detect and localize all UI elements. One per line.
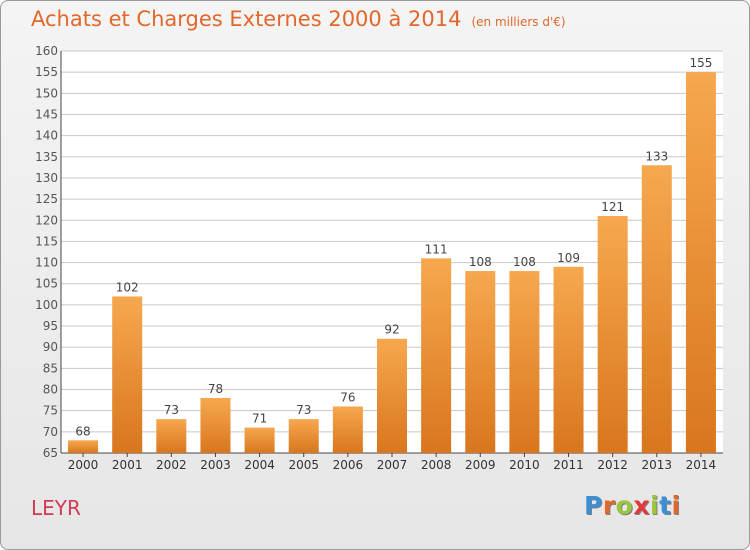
y-tick-label: 135 — [35, 150, 58, 164]
bar — [553, 266, 584, 453]
y-tick-label: 150 — [35, 86, 58, 100]
data-label: 68 — [75, 424, 90, 438]
x-tick-label: 2011 — [553, 458, 584, 472]
x-tick-label: 2012 — [597, 458, 628, 472]
x-tick-label: 2006 — [333, 458, 364, 472]
y-tick-label: 70 — [43, 425, 58, 439]
y-tick-label: 75 — [43, 404, 58, 418]
x-tick-label: 2003 — [200, 458, 231, 472]
y-tick-label: 145 — [35, 107, 58, 121]
x-tick-label: 2007 — [377, 458, 408, 472]
y-tick-label: 125 — [35, 192, 58, 206]
data-label: 76 — [340, 390, 355, 404]
bar — [597, 216, 628, 453]
logo-letter: i — [671, 491, 681, 520]
x-tick-label: 2009 — [465, 458, 496, 472]
y-tick-label: 90 — [43, 340, 58, 354]
y-tick-label: 120 — [35, 213, 58, 227]
data-label: 111 — [425, 242, 448, 256]
bar — [68, 440, 99, 453]
x-tick-label: 2001 — [112, 458, 143, 472]
bar — [156, 419, 187, 453]
data-label: 71 — [252, 412, 267, 426]
y-tick-label: 105 — [35, 277, 58, 291]
x-tick-label: 2004 — [244, 458, 275, 472]
x-tick-label: 2010 — [509, 458, 540, 472]
bar — [288, 419, 319, 453]
data-label: 108 — [469, 255, 492, 269]
logo-letter: i — [650, 491, 660, 520]
x-tick-label: 2013 — [642, 458, 673, 472]
data-label: 92 — [384, 323, 399, 337]
y-tick-label: 155 — [35, 65, 58, 79]
data-label: 102 — [116, 280, 139, 294]
proxiti-logo: Proxiti — [584, 491, 681, 520]
unit-note: (en milliers d'€) — [471, 15, 566, 29]
data-label: 73 — [296, 403, 311, 417]
data-label: 155 — [689, 56, 712, 70]
logo-letter: t — [659, 491, 672, 520]
logo-letter: r — [602, 491, 616, 520]
bar — [244, 427, 275, 453]
data-label: 78 — [208, 382, 223, 396]
x-tick-label: 2005 — [288, 458, 319, 472]
x-tick-label: 2008 — [421, 458, 452, 472]
y-tick-label: 85 — [43, 361, 58, 375]
y-tick-label: 65 — [43, 446, 58, 460]
y-tick-label: 160 — [35, 44, 58, 58]
y-tick-label: 80 — [43, 383, 58, 397]
data-label: 73 — [164, 403, 179, 417]
x-tick-label: 2002 — [156, 458, 187, 472]
data-label: 121 — [601, 200, 624, 214]
commune-name: LEYR — [31, 496, 81, 520]
bar — [376, 338, 408, 453]
title-text: Achats et Charges Externes 2000 à 2014 — [31, 7, 462, 31]
logo-letter: o — [615, 491, 634, 520]
bar — [332, 406, 363, 453]
logo-letter: P — [584, 491, 603, 520]
y-tick-label: 130 — [35, 171, 58, 185]
logo-letter: x — [633, 491, 650, 520]
bar — [421, 258, 452, 453]
y-tick-label: 100 — [35, 298, 58, 312]
bar — [641, 165, 672, 453]
data-label: 108 — [513, 255, 536, 269]
bar — [200, 397, 231, 453]
y-tick-label: 115 — [35, 234, 58, 248]
data-label: 133 — [645, 149, 668, 163]
y-tick-label: 95 — [43, 319, 58, 333]
y-tick-label: 110 — [35, 256, 58, 270]
x-tick-label: 2014 — [686, 458, 717, 472]
bar — [465, 271, 496, 453]
data-label: 109 — [557, 251, 580, 265]
chart-title: Achats et Charges Externes 2000 à 2014 (e… — [31, 7, 566, 31]
bar — [509, 271, 540, 453]
bar — [112, 296, 143, 453]
bar — [685, 72, 716, 453]
x-tick-label: 2000 — [68, 458, 99, 472]
y-tick-label: 140 — [35, 129, 58, 143]
